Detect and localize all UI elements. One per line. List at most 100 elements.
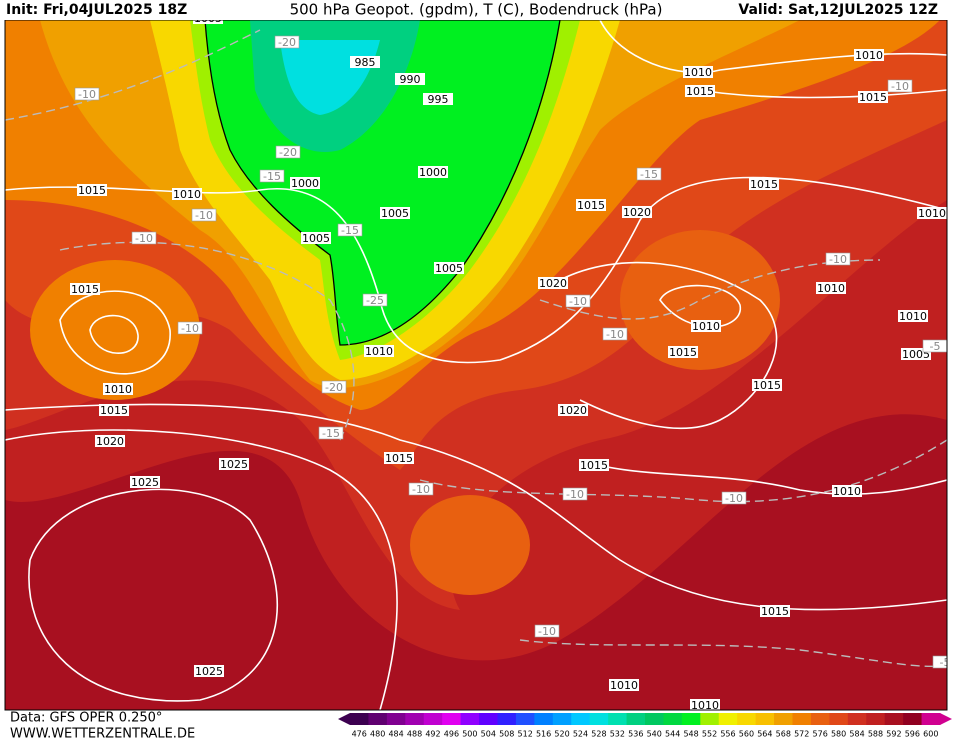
colorbar-cell bbox=[386, 713, 406, 725]
colorbar-cell bbox=[534, 713, 554, 725]
colorbar-label: 520 bbox=[554, 730, 569, 739]
temperature-label: -10 bbox=[135, 232, 153, 245]
colorbar-cell bbox=[681, 713, 701, 725]
temperature-label: -10 bbox=[725, 492, 743, 505]
temperature-label-bg bbox=[825, 252, 851, 266]
temperature-label: -10 bbox=[891, 80, 909, 93]
isobar-label: 1020 bbox=[96, 435, 124, 448]
isobar-label-bg bbox=[384, 452, 414, 464]
isobar-label: 1015 bbox=[71, 283, 99, 296]
data-source: Data: GFS OPER 0.250° bbox=[10, 711, 162, 726]
isobar-label-bg bbox=[683, 66, 713, 78]
temperature-label-bg bbox=[74, 87, 100, 101]
isobar-label-bg bbox=[380, 207, 410, 219]
isobar-label-bg bbox=[609, 679, 639, 691]
colorbar-cell bbox=[608, 713, 628, 725]
colorbar-label: 532 bbox=[610, 730, 625, 739]
colorbar-cell bbox=[515, 713, 535, 725]
isobar-label-bg bbox=[538, 277, 568, 289]
temperature-label-bg bbox=[408, 482, 434, 496]
colorbar-cell bbox=[479, 713, 498, 725]
isobar-label-bg bbox=[854, 49, 884, 61]
colorbar-label: 576 bbox=[813, 730, 828, 739]
colorbar-cell bbox=[350, 713, 369, 725]
colorbar-label: 480 bbox=[370, 730, 385, 739]
isobar-label-bg bbox=[622, 206, 652, 218]
isobar-label-bg bbox=[858, 91, 888, 103]
isobar-label-bg bbox=[752, 379, 782, 391]
colorbar-cell bbox=[755, 713, 775, 725]
temperature-label: -10 bbox=[78, 88, 96, 101]
colorbar-label: 536 bbox=[628, 730, 643, 739]
temperature-label: -10 bbox=[829, 253, 847, 266]
temperature-label-bg bbox=[602, 327, 628, 341]
colorbar-cell bbox=[645, 713, 664, 725]
isobar-label: 1005 bbox=[302, 232, 330, 245]
colorbar-label: 568 bbox=[776, 730, 791, 739]
isobar-label: 1010 bbox=[855, 49, 883, 62]
temperature-label: -5 bbox=[930, 340, 941, 353]
labels: 1005 985 990 995 1010 1010 1015 1015 1000 1000 101… bbox=[70, 12, 947, 712]
map-title: 500 hPa Geopot. (gpdm), T (C), Bodendruc… bbox=[290, 1, 663, 19]
temperature-label-bg bbox=[636, 167, 662, 181]
isobar-label-bg bbox=[99, 404, 129, 416]
colorbar-cell bbox=[810, 713, 830, 725]
colorbar-label: 556 bbox=[720, 730, 735, 739]
colorbar-label: 600 bbox=[923, 730, 938, 739]
isobar-label: 985 bbox=[355, 56, 376, 69]
temperature-label-bg bbox=[275, 145, 301, 159]
isobar-label-bg bbox=[301, 232, 331, 244]
colorbar-label: 524 bbox=[573, 730, 588, 739]
isobar-label: 995 bbox=[428, 93, 449, 106]
isobar-label: 1010 bbox=[610, 679, 638, 692]
isobar-label-bg bbox=[685, 85, 715, 97]
isobar-label-bg bbox=[130, 476, 160, 488]
isobar-label: 1015 bbox=[750, 178, 778, 191]
colorbar-cell bbox=[847, 713, 867, 725]
temperature-label-bg bbox=[932, 655, 947, 669]
isobar-label: 1005 bbox=[194, 12, 222, 25]
colorbar-cell bbox=[921, 713, 941, 725]
colorbar-label: 492 bbox=[425, 730, 440, 739]
isobar-label: 1025 bbox=[220, 458, 248, 471]
temperature-label-bg bbox=[922, 339, 947, 353]
isobar-label: 1005 bbox=[435, 262, 463, 275]
colorbar-label: 572 bbox=[794, 730, 809, 739]
isobar-label: 1010 bbox=[691, 699, 719, 712]
valid-time: Valid: Sat,12JUL2025 12Z bbox=[738, 2, 938, 18]
isobar-label: 1015 bbox=[577, 199, 605, 212]
isobar-label-bg bbox=[668, 346, 698, 358]
isobar-label-bg bbox=[576, 199, 606, 211]
isobar-label: 1000 bbox=[291, 177, 319, 190]
colorbar-label: 484 bbox=[388, 730, 403, 739]
temperature-label-bg bbox=[131, 231, 157, 245]
isobar-label-bg bbox=[395, 73, 425, 85]
colorbar-cell bbox=[405, 713, 425, 725]
colorbar-label: 584 bbox=[849, 730, 864, 739]
temperature-label-bg bbox=[177, 321, 203, 335]
isobar-label-bg bbox=[423, 93, 453, 105]
colorbar-arrow-right bbox=[940, 713, 952, 725]
isobar-label-bg bbox=[172, 188, 202, 200]
colorbar-label: 496 bbox=[444, 730, 459, 739]
isobar-label: 1010 bbox=[899, 310, 927, 323]
temperature-label-bg bbox=[721, 491, 747, 505]
colorbar-label: 592 bbox=[886, 730, 901, 739]
colorbar-cell bbox=[829, 713, 849, 725]
colorbar-cell bbox=[368, 713, 388, 725]
temperature-label: -15 bbox=[640, 168, 658, 181]
temperature-label-bg bbox=[562, 487, 588, 501]
isobar-label-bg bbox=[917, 207, 947, 219]
colorbar-label: 504 bbox=[481, 730, 496, 739]
colorbar-cell bbox=[442, 713, 462, 725]
temperature-label: -15 bbox=[263, 170, 281, 183]
isobar-label-bg bbox=[558, 404, 588, 416]
isobar-label: 1010 bbox=[918, 207, 946, 220]
colorbar-label: 500 bbox=[462, 730, 477, 739]
colorbar-label: 540 bbox=[647, 730, 662, 739]
temperature-label: -20 bbox=[278, 36, 296, 49]
temperature-label-bg bbox=[337, 223, 363, 237]
colorbar-cell bbox=[884, 713, 904, 725]
isobar-label-bg bbox=[691, 320, 721, 332]
